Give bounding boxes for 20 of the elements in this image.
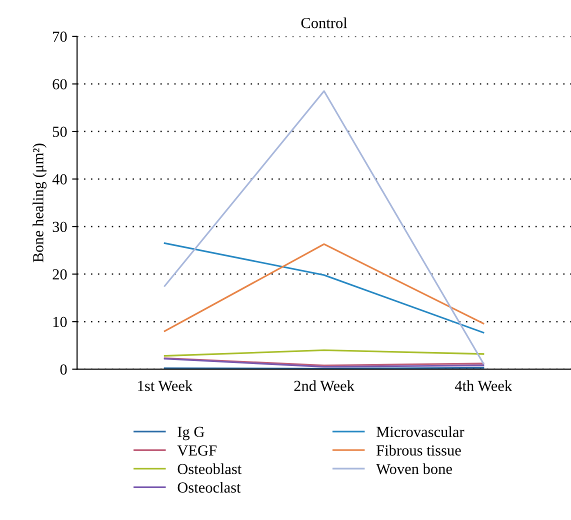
y-tick-label: 0 [60, 364, 67, 375]
y-axis-title: Bone healing (μm²) [32, 144, 47, 262]
legend-label: Microvascular [376, 426, 464, 438]
chart-title: Control [301, 17, 348, 28]
y-tick-label: 30 [52, 222, 67, 232]
y-tick-label: 20 [52, 269, 67, 280]
legend-label: Osteoblast [178, 463, 242, 474]
y-tick-label: 60 [52, 79, 67, 90]
x-tick-label: 1st Week [138, 380, 193, 392]
y-tick-label: 40 [52, 174, 67, 184]
x-tick-label: 4th Week [454, 380, 512, 392]
y-tick-label: 10 [53, 316, 67, 328]
y-tick-label: 50 [52, 126, 67, 137]
legend-label: VEGF [177, 445, 216, 456]
legend-label: Fibrous tissue [376, 444, 461, 456]
y-tick-label: 70 [53, 32, 67, 42]
legend-label: Osteoclast [178, 482, 241, 493]
legend-label: Woven bone [376, 463, 452, 474]
legend-label: Ig G [178, 426, 204, 440]
x-tick-label: 2nd Week [294, 380, 354, 392]
